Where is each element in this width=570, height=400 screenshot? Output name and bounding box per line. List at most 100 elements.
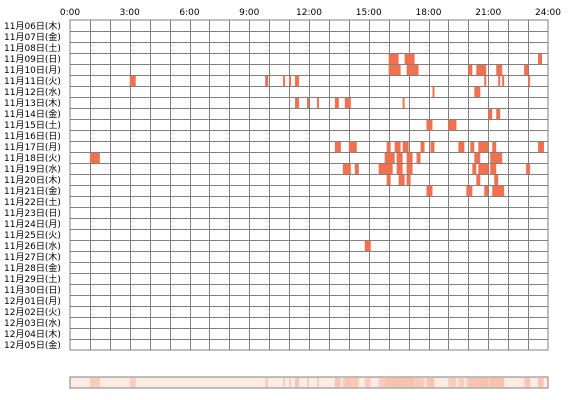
activity-bar — [342, 164, 351, 174]
row-label: 11月18日(火) — [4, 153, 61, 164]
row-label: 11月29日(土) — [4, 273, 61, 285]
activity-bar — [432, 87, 435, 97]
activity-bar — [476, 65, 487, 75]
row-label: 11月28日(金) — [4, 262, 61, 274]
activity-bar — [492, 186, 505, 196]
summary-mark — [538, 378, 545, 387]
row-label: 11月11日(火) — [4, 76, 61, 87]
activity-bar — [307, 98, 309, 108]
summary-mark — [307, 378, 309, 387]
activity-bar — [468, 65, 473, 75]
activity-bar — [472, 164, 477, 174]
activity-bar — [484, 76, 487, 86]
activity-bar — [265, 76, 269, 86]
activity-bar — [348, 142, 357, 152]
x-tick-label: 12:00 — [296, 8, 322, 18]
activity-bar — [406, 65, 419, 75]
activity-bar — [295, 98, 300, 108]
activity-bar — [492, 142, 497, 152]
activity-bar — [394, 142, 401, 152]
summary-mark — [342, 378, 351, 387]
activity-bar — [354, 164, 359, 174]
activity-bar — [398, 175, 405, 185]
row-label: 11月19日(水) — [4, 163, 61, 175]
summary-mark — [458, 378, 465, 387]
row-label: 12月03日(水) — [4, 317, 61, 329]
summary-mark — [526, 378, 531, 387]
row-label: 12月01日(月) — [4, 296, 61, 307]
activity-bar — [129, 76, 136, 86]
row-label: 11月20日(木) — [4, 174, 61, 186]
row-label: 11月09日(日) — [4, 54, 61, 65]
activity-bar — [502, 76, 505, 86]
activity-bar — [420, 142, 425, 152]
row-label: 11月26日(水) — [4, 240, 61, 252]
summary-mark — [265, 378, 269, 387]
summary-mark — [398, 378, 405, 387]
activity-bar — [470, 142, 475, 152]
summary-mark — [354, 378, 359, 387]
activity-bar — [524, 65, 529, 75]
activity-bar — [396, 153, 403, 163]
activity-bar — [89, 153, 100, 163]
activity-bar — [426, 120, 433, 130]
row-label: 12月02日(火) — [4, 307, 61, 318]
activity-bar — [478, 142, 489, 152]
activity-bar — [386, 175, 391, 185]
summary-mark — [472, 378, 477, 387]
activity-bar — [406, 164, 413, 174]
activity-bar — [404, 54, 415, 64]
x-tick-label: 3:00 — [120, 8, 140, 18]
activity-bar — [490, 153, 503, 163]
activity-bar — [488, 109, 493, 119]
summary-mark — [406, 378, 411, 387]
activity-bar — [378, 164, 393, 174]
activity-bar — [496, 65, 503, 75]
row-label: 11月24日(月) — [4, 219, 61, 230]
row-label: 11月30日(日) — [4, 285, 61, 296]
activity-bar — [538, 142, 545, 152]
activity-bar — [364, 241, 371, 251]
activity-bar — [476, 175, 481, 185]
activity-bar — [496, 109, 501, 119]
activity-bar — [490, 164, 497, 174]
row-label: 11月21日(金) — [4, 185, 61, 197]
row-label: 11月13日(木) — [4, 97, 61, 109]
summary-mark — [478, 378, 489, 387]
activity-bar — [283, 76, 286, 86]
activity-bar — [402, 142, 409, 152]
activity-bar — [458, 142, 465, 152]
activity-bar — [295, 76, 300, 86]
activity-bar — [538, 54, 543, 64]
summary-mark — [466, 378, 473, 387]
summary-mark — [348, 378, 357, 387]
row-labels: 11月06日(木)11月07日(金)11月08日(土)11月09日(日)11月1… — [4, 20, 61, 351]
summary-mark — [492, 378, 505, 387]
row-label: 11月16日(日) — [4, 131, 61, 142]
summary-mark — [426, 378, 433, 387]
row-label: 11月06日(木) — [4, 20, 61, 32]
row-label: 11月17日(月) — [4, 142, 61, 153]
x-tick-label: 24:00 — [535, 8, 561, 18]
activity-bar — [388, 65, 401, 75]
activity-bar — [334, 142, 341, 152]
x-tick-label: 18:00 — [416, 8, 442, 18]
summary-mark — [316, 378, 319, 387]
summary-mark — [386, 378, 391, 387]
activity-bar — [406, 153, 413, 163]
row-label: 11月12日(水) — [4, 86, 61, 98]
activity-bars — [89, 54, 545, 251]
activity-bar — [426, 186, 433, 196]
row-label: 11月27日(木) — [4, 251, 61, 263]
activity-bar — [478, 164, 489, 174]
activity-bar — [406, 175, 411, 185]
activity-bar — [386, 142, 391, 152]
row-label: 11月14日(金) — [4, 108, 61, 120]
activity-bar — [384, 153, 395, 163]
activity-bar — [474, 153, 481, 163]
activity-bar — [396, 164, 403, 174]
summary-mark — [416, 378, 421, 387]
row-label: 12月05日(金) — [4, 339, 61, 351]
row-label: 11月22日(土) — [4, 196, 61, 208]
